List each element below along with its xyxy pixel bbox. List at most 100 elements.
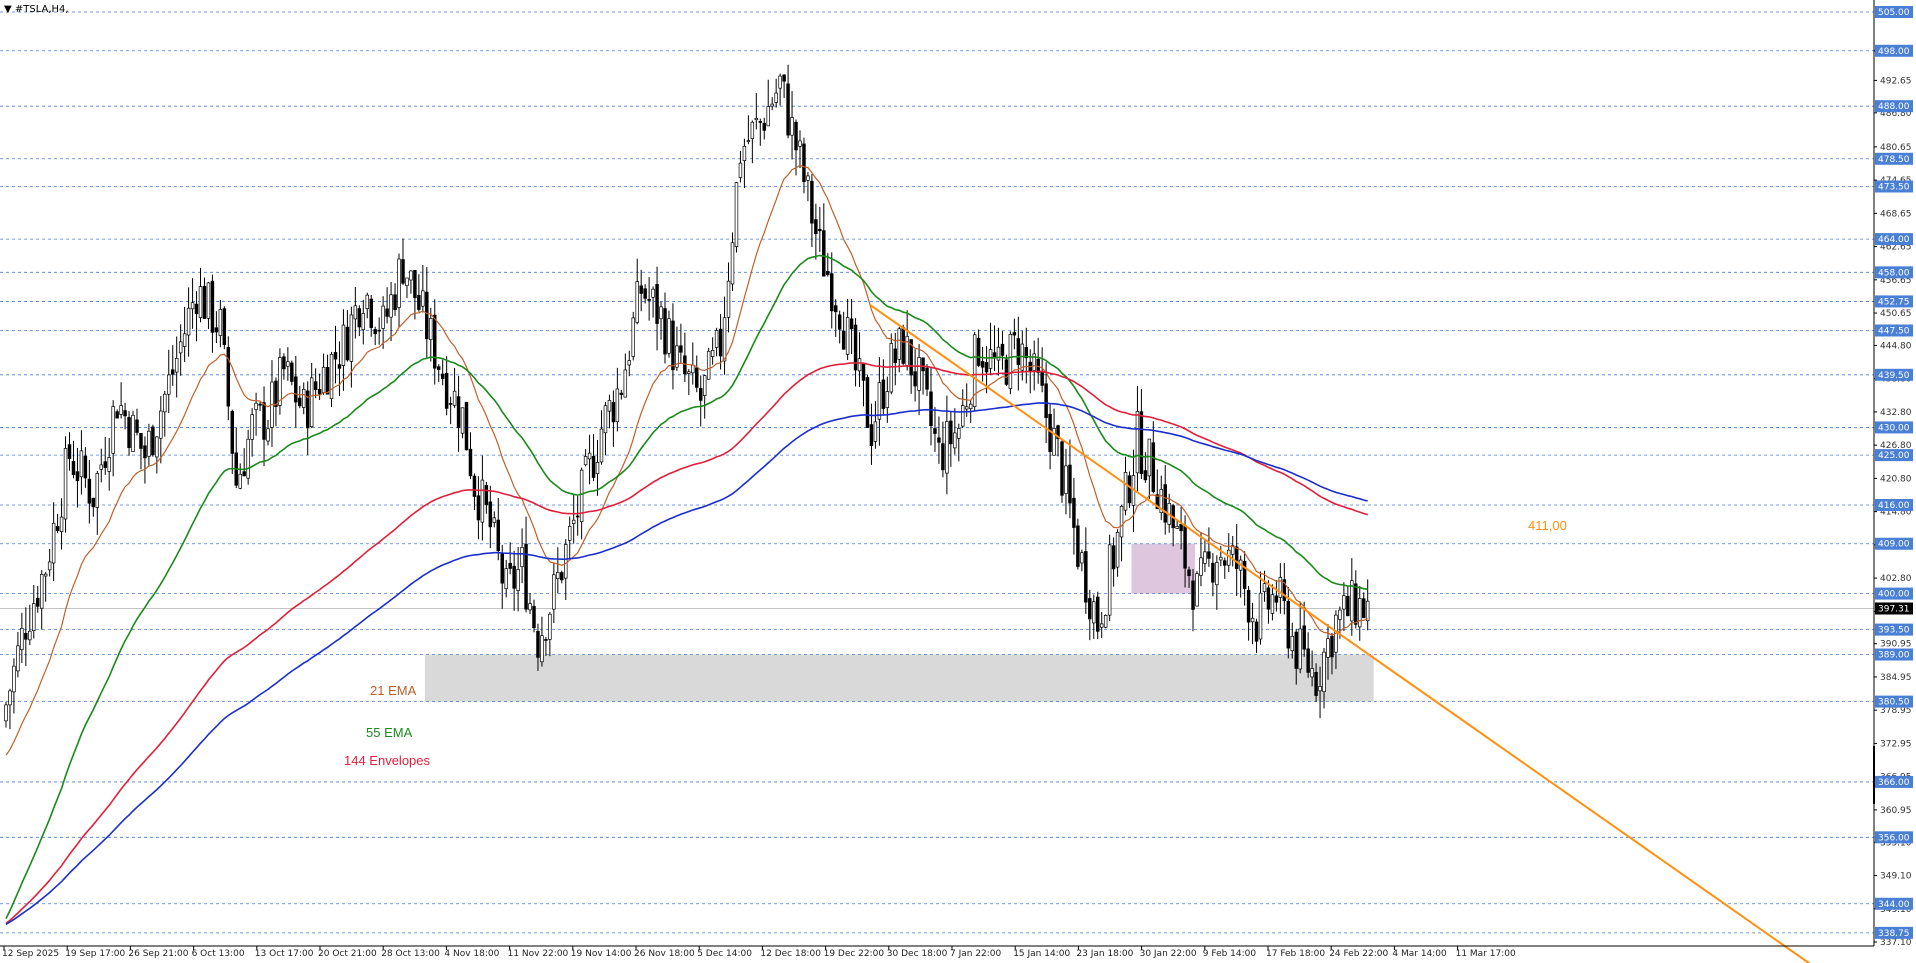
bear-candle <box>305 390 310 429</box>
price-level-label: 338.75 <box>1878 929 1910 939</box>
bull-candle <box>1103 615 1108 628</box>
price-level-box <box>1875 587 1913 600</box>
time-tick-label: 11 Nov 22:00 <box>508 949 569 959</box>
bear-candle <box>1024 347 1029 359</box>
bull-candle <box>59 516 64 532</box>
bull-candle <box>147 430 151 457</box>
bull-candle <box>540 635 544 663</box>
bull-candle <box>516 569 520 591</box>
bear-candle <box>317 389 322 395</box>
bear-candle <box>444 373 449 409</box>
bear-candle <box>456 396 461 429</box>
bear-candle <box>1302 625 1306 650</box>
bull-candle <box>107 457 111 472</box>
bear-candle <box>1088 598 1092 620</box>
bear-candle <box>55 525 60 532</box>
bear-candle <box>1234 546 1239 570</box>
bear-candle <box>833 305 838 313</box>
bull-candle <box>905 335 909 367</box>
bear-candle <box>242 471 246 477</box>
bear-candle <box>262 402 266 440</box>
bear-candle <box>1211 562 1215 583</box>
bear-candle <box>925 367 929 390</box>
bear-candle <box>794 121 798 151</box>
trendline-layer[interactable] <box>868 303 1874 963</box>
bull-candle <box>778 75 782 89</box>
bear-candle <box>937 437 941 443</box>
bear-candle <box>941 443 945 471</box>
bull-candle <box>564 544 568 579</box>
bull-candle <box>806 175 810 181</box>
bull-candle <box>238 473 242 489</box>
bull-candle <box>1119 505 1124 538</box>
bear-candle <box>143 445 147 459</box>
price-level-box <box>1875 180 1913 193</box>
trendline[interactable] <box>868 303 1874 963</box>
bull-candle <box>278 357 282 406</box>
bear-candle <box>230 410 235 454</box>
price-level-box <box>1875 44 1913 57</box>
bull-candle <box>353 305 358 320</box>
price-tick-label: 420.80 <box>1880 474 1912 484</box>
bear-candle <box>1040 371 1044 386</box>
bull-candle <box>520 546 524 568</box>
bear-candle <box>814 219 818 235</box>
bull-candle <box>421 290 425 307</box>
bear-candle <box>655 284 659 324</box>
bull-candle <box>579 469 584 523</box>
bear-candle <box>476 495 481 521</box>
bull-candle <box>552 574 556 610</box>
price-tick-label: 426.80 <box>1880 441 1912 451</box>
bear-candle <box>1254 621 1259 642</box>
bull-candle <box>1064 465 1068 494</box>
bull-candle <box>627 360 632 366</box>
bull-candle <box>155 436 159 458</box>
bull-candle <box>1199 557 1203 576</box>
bull-candle <box>961 405 965 427</box>
bear-candle <box>853 324 858 371</box>
bear-candle <box>115 411 119 419</box>
bull-candle <box>964 406 969 410</box>
bear-candle <box>194 303 199 315</box>
level-labels-layer: 505.00 498.00 488.00 478.50 473.50 464.00 458.… <box>1873 6 1913 939</box>
bull-candle <box>302 388 306 408</box>
bull-candle <box>1115 531 1120 568</box>
bear-candle <box>893 348 898 364</box>
bull-candle <box>182 333 187 347</box>
bull-candle <box>631 317 635 357</box>
bear-candle <box>91 497 96 508</box>
bear-candle <box>1139 411 1144 474</box>
bear-candle <box>385 308 389 317</box>
bull-candle <box>389 294 393 318</box>
bear-candle <box>1084 551 1088 603</box>
bull-candle <box>397 258 401 308</box>
price-level-label: 473.50 <box>1878 182 1910 192</box>
time-tick-label: 30 Dec 18:00 <box>887 949 948 959</box>
bear-candle <box>1242 560 1247 589</box>
bull-candle <box>43 573 48 577</box>
bull-candle <box>623 369 628 398</box>
price-level-label: 344.00 <box>1878 900 1910 910</box>
price-tick-label: 480.65 <box>1880 143 1912 153</box>
bear-candle <box>67 444 72 459</box>
bear-candle <box>440 373 445 380</box>
bear-candle <box>1000 343 1005 356</box>
price-level-label: 452.75 <box>1878 297 1910 307</box>
price-level-label: 400.00 <box>1878 590 1910 600</box>
time-tick-label: 26 Sep 21:00 <box>128 949 188 959</box>
bear-candle <box>71 461 76 476</box>
bear-candle <box>1183 525 1187 569</box>
bear-candle <box>786 83 790 136</box>
bear-candle <box>468 448 473 477</box>
bull-candle <box>39 574 44 609</box>
bear-candle <box>214 327 219 333</box>
bull-candle <box>1123 472 1128 511</box>
bear-candle <box>139 433 143 449</box>
bear-candle <box>1016 338 1021 366</box>
bull-candle <box>1032 353 1036 371</box>
bear-candle <box>830 273 834 312</box>
bear-candle <box>500 553 504 584</box>
bull-candle <box>504 568 508 590</box>
